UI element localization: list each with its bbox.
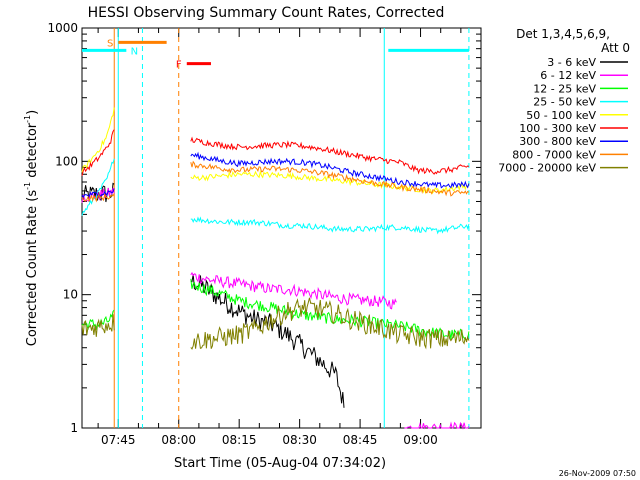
flag-label-saa: S [107, 38, 113, 49]
y-axis-label-part: -1 [23, 182, 32, 190]
series-line [81, 193, 115, 203]
series-line [190, 216, 470, 235]
y-tick-label: 1000 [47, 21, 78, 35]
y-axis-label-part: Corrected Count Rate (s [25, 190, 40, 347]
x-tick-label: 08:45 [343, 433, 378, 447]
y-axis-label-part: -1 [23, 115, 32, 123]
legend-label: 300 - 800 keV [519, 135, 596, 148]
series-line [81, 309, 115, 331]
y-axis-label-part: ) [25, 110, 40, 115]
legend-header-line-2: Att 0 [601, 41, 630, 55]
x-tick-label: 08:30 [282, 433, 317, 447]
plot-frame [81, 27, 482, 429]
chart-title: HESSI Observing Summary Count Rates, Cor… [88, 5, 445, 21]
plot-area: 1 10 100 1000 07:45 08:00 08:15 08:30 08:45 09:00… [47, 21, 482, 447]
legend-label: 3 - 6 keV [547, 56, 596, 69]
y-axis-label: Corrected Count Rate (s-1 detector-1) [23, 110, 40, 346]
legend-label: 800 - 7000 keV [512, 148, 596, 161]
y-tick-label: 10 [63, 288, 78, 302]
y-tick-label: 1 [70, 421, 78, 435]
y-axis-label-part: detector [25, 122, 40, 182]
footer-date: 26-Nov-2009 07:50 [559, 469, 636, 478]
x-tick-label: 07:45 [101, 433, 136, 447]
legend-label: 100 - 300 keV [519, 122, 596, 135]
x-tick-label: 08:15 [222, 433, 257, 447]
x-axis-label: Start Time (05-Aug-04 07:34:02) [174, 456, 386, 471]
legend-label: 12 - 25 keV [533, 82, 596, 95]
series-line [190, 297, 470, 350]
series-line [190, 278, 470, 341]
series-line [81, 129, 115, 176]
y-tick-label: 100 [55, 154, 78, 168]
legend-label: 50 - 100 keV [526, 109, 596, 122]
legend-label: 25 - 50 keV [533, 96, 596, 109]
series-line [81, 314, 115, 337]
series-line [81, 107, 115, 173]
series-line [190, 151, 470, 189]
series-line [190, 271, 397, 310]
flag-label-night: N [131, 46, 138, 57]
series-line [190, 160, 470, 197]
x-tick-label: 09:00 [403, 433, 438, 447]
series-line [81, 158, 115, 216]
x-tick-label: 08:00 [161, 433, 196, 447]
legend-label: 6 - 12 keV [540, 69, 596, 82]
legend-label: 7000 - 20000 keV [498, 162, 596, 175]
legend-header-line-1: Det 1,3,4,5,6,9, [516, 27, 610, 41]
flag-label-flare: F [176, 60, 182, 71]
series-line [81, 187, 115, 203]
series-line [190, 136, 470, 175]
series-line [404, 421, 470, 430]
